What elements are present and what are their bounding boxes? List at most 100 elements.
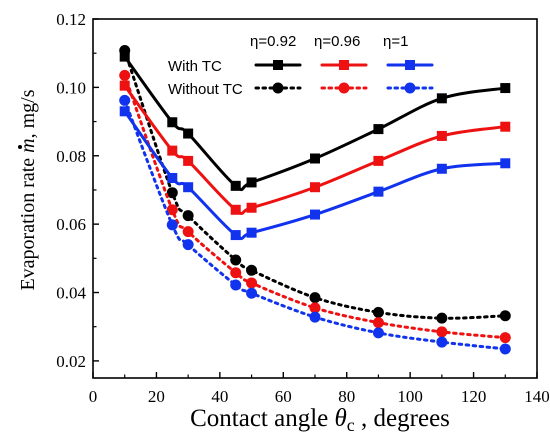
data-point (436, 130, 447, 141)
data-point (119, 106, 130, 117)
legend-marker-sample (404, 82, 416, 94)
x-tick-label: 100 (397, 387, 423, 406)
data-point (230, 254, 242, 266)
legend-marker-sample (338, 82, 350, 94)
data-point (230, 180, 241, 191)
data-point (372, 327, 384, 339)
x-axis-title-text: Contact angle (190, 405, 334, 432)
legend-row-without-tc: Without TC (168, 81, 243, 98)
ticks-layer: 0 20 40 60 80 100 120 140 0.02 0.04 0.06 0.08 0.10 0.… (56, 10, 550, 406)
x-tick-label: 120 (461, 387, 487, 406)
data-point (309, 302, 321, 314)
legend-marker-sample (272, 82, 284, 94)
data-point (499, 332, 511, 344)
plot-frame (92, 18, 538, 379)
x-axis-title-symbol: θ (335, 405, 347, 432)
data-point (246, 277, 258, 289)
legend-samples (254, 60, 434, 94)
series-6 (119, 94, 511, 355)
y-axis-title-text: Evaporation rate (17, 153, 39, 291)
y-axis-title-symbol: m (17, 138, 39, 152)
data-point (246, 264, 258, 276)
data-point (373, 155, 384, 166)
series-line (123, 84, 507, 216)
x-axis-title-suffix: , degrees (355, 405, 450, 432)
legend-marker-sample (273, 60, 283, 70)
legend-col-1: η=0.92 (250, 33, 296, 50)
data-point (500, 83, 511, 94)
x-tick-label: 0 (89, 387, 98, 406)
data-point (373, 124, 384, 135)
data-point (436, 336, 448, 348)
data-point (246, 287, 258, 299)
series-5 (119, 69, 511, 344)
data-point (436, 93, 447, 104)
data-point (500, 158, 511, 169)
data-point (119, 69, 131, 81)
y-axis-title-suffix: , mg/s (17, 89, 39, 138)
y-tick-label: 0.04 (56, 284, 86, 303)
y-tick-label: 0.10 (56, 78, 86, 97)
legend-marker-sample (405, 60, 415, 70)
y-tick-label: 0.12 (56, 10, 86, 29)
y-axis-title: Evaporation rate m, mg/s (17, 89, 39, 290)
data-point (246, 202, 257, 213)
x-tick-label: 60 (275, 387, 292, 406)
legend-marker-sample (339, 60, 349, 70)
data-point (167, 172, 178, 183)
data-point (183, 128, 194, 139)
data-point (166, 204, 178, 216)
y-tick-label: 0.08 (56, 147, 86, 166)
data-point (499, 310, 511, 322)
data-point (372, 306, 384, 318)
series-1 (119, 51, 511, 192)
data-point (230, 204, 241, 215)
data-point (166, 219, 178, 231)
y-axis-title-group: Evaporation rate m, mg/s (17, 89, 39, 290)
series-layer (119, 44, 511, 355)
legend-col-2: η=0.96 (314, 33, 360, 50)
series-3 (119, 106, 511, 241)
data-point (183, 155, 194, 166)
x-axis-title: Contact angle θc , degrees (190, 405, 450, 435)
data-point (119, 94, 131, 106)
m-dot-accent (18, 145, 22, 149)
data-point (182, 239, 194, 251)
legend-col-3: η=1 (383, 33, 408, 50)
data-point (500, 121, 511, 132)
x-tick-label: 40 (211, 387, 228, 406)
data-point (119, 80, 130, 91)
x-axis-title-subscript: c (347, 415, 355, 435)
data-point (230, 230, 241, 241)
data-point (309, 311, 321, 323)
x-tick-label: 20 (148, 387, 165, 406)
x-tick-label: 80 (338, 387, 355, 406)
x-tick-label: 140 (524, 387, 550, 406)
y-tick-label: 0.06 (56, 215, 86, 234)
data-point (499, 343, 511, 355)
data-point (182, 226, 194, 238)
data-point (167, 145, 178, 156)
series-line (123, 55, 507, 192)
data-point (166, 187, 178, 199)
data-point (309, 292, 321, 304)
legend-row-with-tc: With TC (168, 58, 222, 75)
data-point (436, 312, 448, 324)
data-point (246, 227, 257, 238)
data-point (310, 182, 320, 193)
series-2 (119, 80, 511, 216)
legend: η=0.92 η=0.96 η=1 With TC Without TC (168, 33, 434, 98)
data-point (372, 317, 384, 329)
data-point (310, 153, 320, 164)
data-point (310, 209, 320, 220)
data-point (182, 210, 194, 222)
data-point (167, 117, 178, 128)
data-point (119, 51, 130, 62)
data-point (183, 182, 194, 193)
data-point (373, 186, 384, 197)
data-point (230, 267, 242, 279)
y-tick-label: 0.02 (56, 352, 86, 371)
data-point (436, 163, 447, 174)
data-point (246, 177, 257, 188)
